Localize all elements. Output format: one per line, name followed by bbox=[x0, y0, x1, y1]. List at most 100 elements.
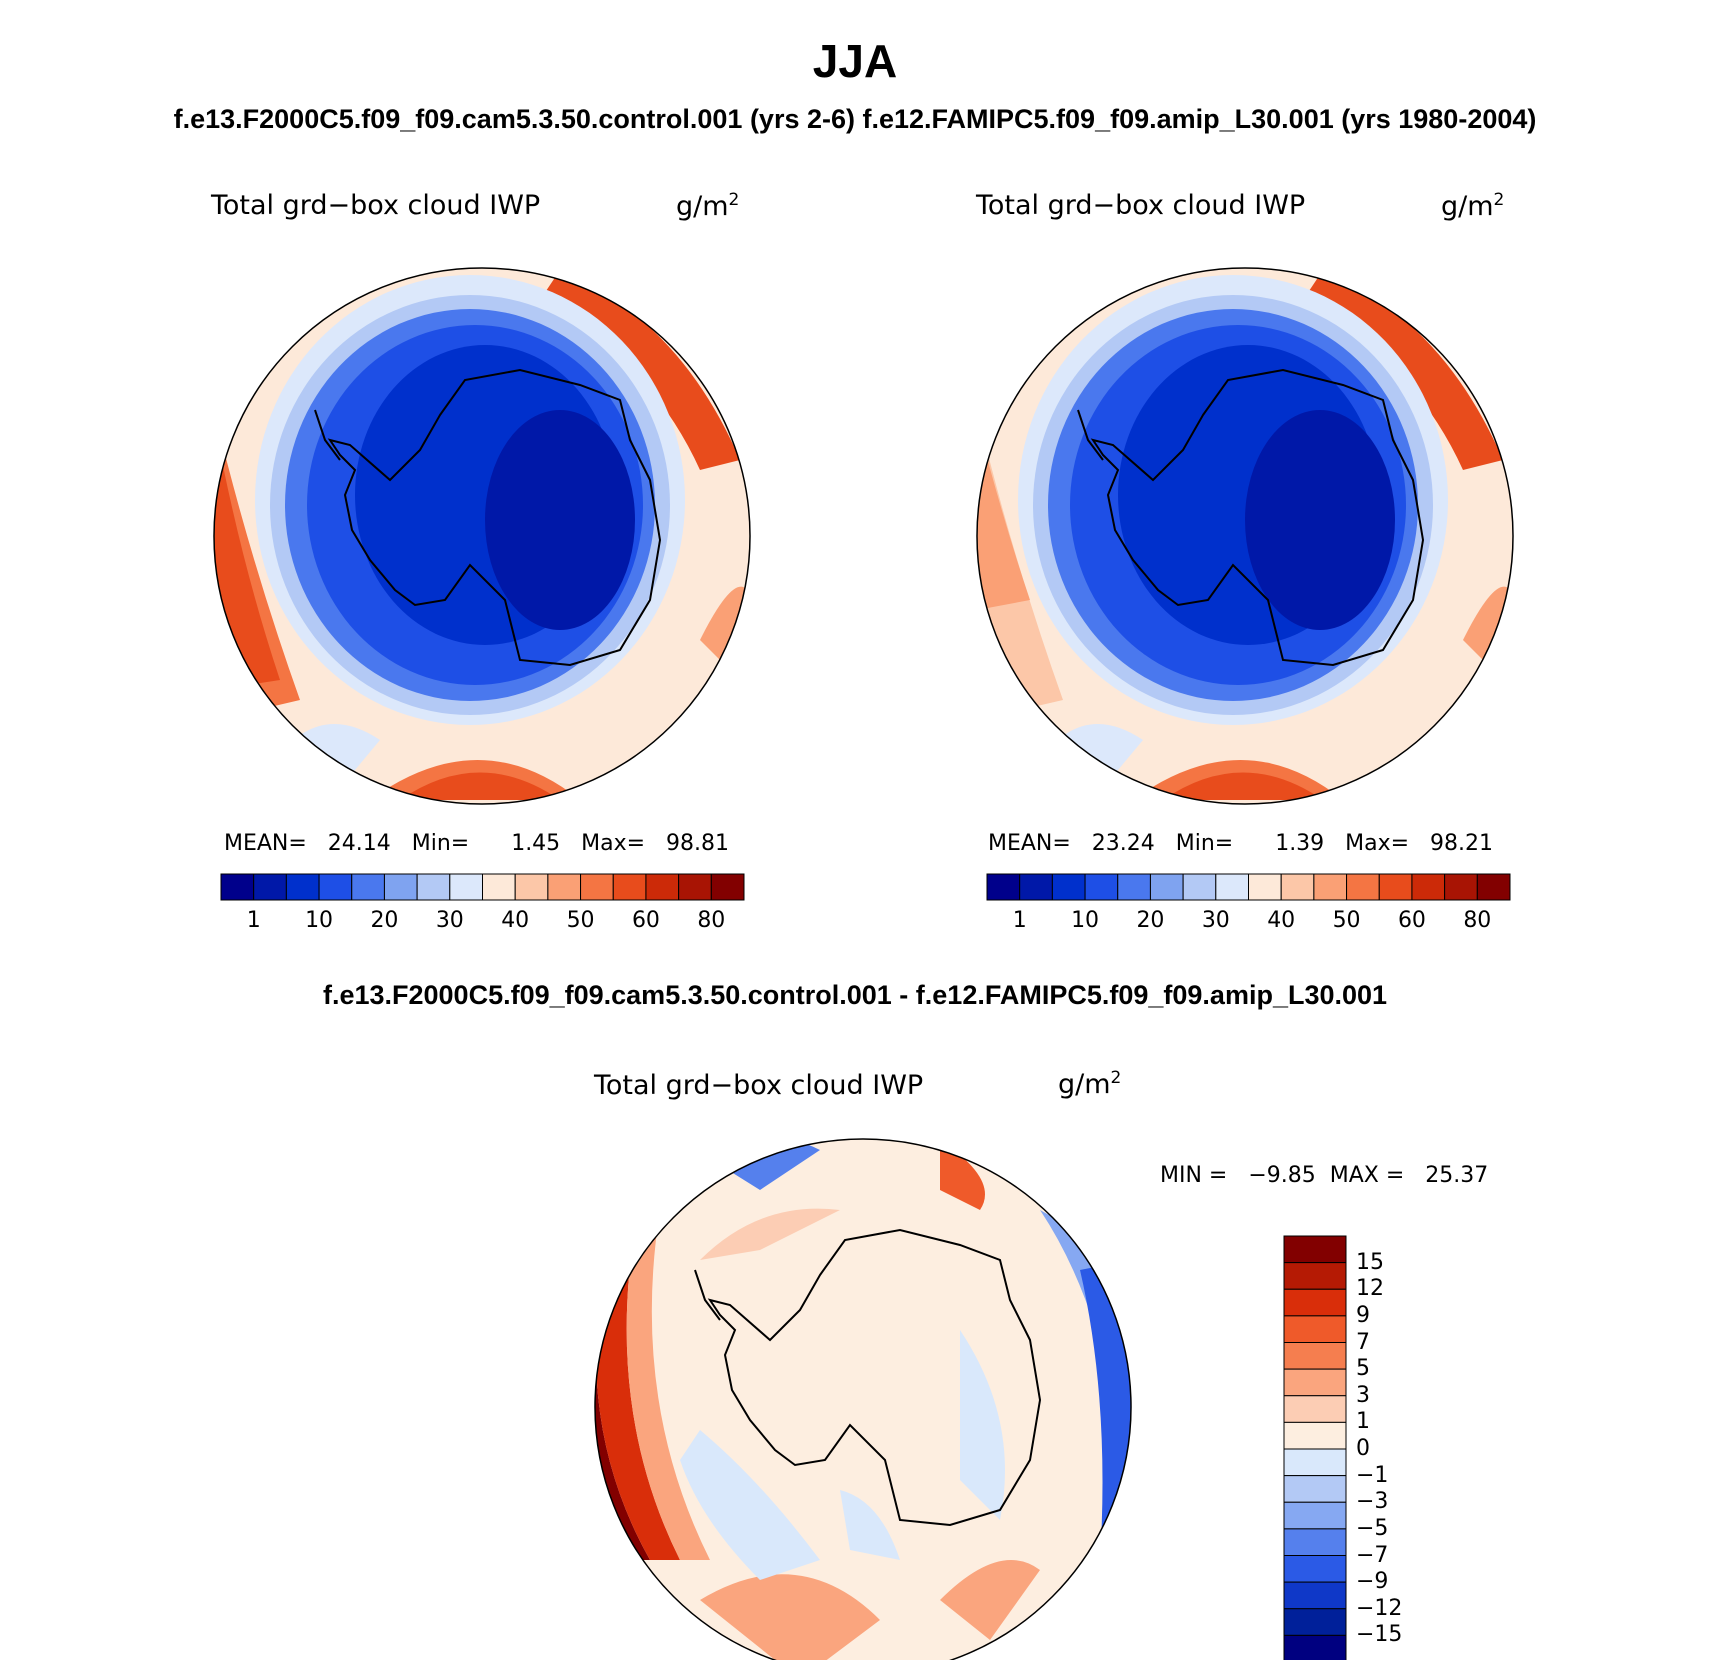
colorbar-difference-tick-label: 9 bbox=[1356, 1302, 1370, 1328]
map-amip bbox=[977, 268, 1513, 804]
colorbar-control-tick-label: 1 bbox=[246, 908, 261, 933]
top-subtitle: f.e13.F2000C5.f09_f09.cam5.3.50.control.… bbox=[173, 104, 1537, 134]
colorbar-amip-tick-label: 20 bbox=[1136, 908, 1165, 933]
colorbar-difference-swatch bbox=[1283, 1608, 1347, 1636]
colorbar-amip-swatch bbox=[1117, 873, 1151, 901]
colorbar-amip-swatch bbox=[1411, 873, 1446, 901]
colorbar-amip-swatch bbox=[1182, 873, 1217, 901]
colorbar-control-swatch bbox=[449, 873, 483, 901]
colorbar-control-swatch bbox=[645, 873, 680, 901]
colorbar-amip-tick-label: 40 bbox=[1267, 908, 1296, 933]
colorbar-difference-tick-label: 7 bbox=[1356, 1329, 1370, 1355]
units-base: g/m bbox=[1441, 191, 1494, 222]
colorbar-difference-tick-label: 1 bbox=[1356, 1409, 1370, 1435]
colorbar-difference-swatch bbox=[1283, 1395, 1347, 1423]
units-exponent: 2 bbox=[728, 190, 740, 210]
colorbar-amip-swatch bbox=[1378, 873, 1413, 901]
colorbar-amip-swatch bbox=[1346, 873, 1380, 901]
colorbar-control-swatch bbox=[547, 873, 582, 901]
colorbar-difference-tick-label: −5 bbox=[1356, 1515, 1389, 1541]
colorbar-control-tick-label: 50 bbox=[566, 908, 595, 933]
colorbar-control-swatch bbox=[351, 873, 385, 901]
colorbar-amip-swatch bbox=[1019, 873, 1053, 901]
colorbar-difference-swatch bbox=[1283, 1581, 1347, 1610]
colorbar-difference-swatch bbox=[1283, 1368, 1347, 1397]
panel-difference-variable: Total grd−box cloud IWP bbox=[594, 1070, 924, 1101]
colorbar-difference-tick-label: −1 bbox=[1356, 1462, 1389, 1488]
colorbar-amip-tick-label: 1 bbox=[1012, 908, 1027, 933]
colorbar-amip bbox=[986, 873, 1511, 901]
panel-amip-variable: Total grd−box cloud IWP bbox=[976, 190, 1306, 221]
colorbar-difference-swatch bbox=[1283, 1235, 1347, 1264]
colorbar-control-swatch bbox=[285, 873, 320, 901]
colorbar-amip-tick-label: 30 bbox=[1201, 908, 1230, 933]
colorbar-amip-swatch bbox=[1444, 873, 1478, 901]
colorbar-control-swatch bbox=[220, 873, 255, 901]
colorbar-difference-swatch bbox=[1283, 1315, 1347, 1343]
main-title: JJA bbox=[812, 35, 898, 87]
colorbar-difference-swatch bbox=[1283, 1501, 1347, 1530]
colorbar-control-swatch bbox=[678, 873, 712, 901]
colorbar-difference-tick-label: −7 bbox=[1356, 1542, 1389, 1568]
colorbar-control-swatch bbox=[416, 873, 451, 901]
colorbar-control-swatch bbox=[253, 873, 287, 901]
map-control-border bbox=[213, 267, 751, 805]
colorbar-amip-swatch bbox=[1051, 873, 1086, 901]
colorbar-amip-swatch bbox=[1313, 873, 1348, 901]
colorbar-control-swatch bbox=[318, 873, 353, 901]
colorbar-amip-swatch bbox=[1149, 873, 1184, 901]
colorbar-amip-swatch bbox=[1084, 873, 1119, 901]
colorbar-difference-swatch bbox=[1283, 1288, 1347, 1317]
colorbar-difference-tick-label: −15 bbox=[1356, 1622, 1403, 1648]
colorbar-control bbox=[220, 873, 745, 901]
colorbar-control-tick-label: 80 bbox=[697, 908, 726, 933]
colorbar-difference-swatch bbox=[1283, 1342, 1347, 1370]
colorbar-difference bbox=[1283, 1235, 1347, 1660]
colorbar-amip-tick-label: 80 bbox=[1463, 908, 1492, 933]
panel-control-stats: MEAN= 24.14 Min= 1.45 Max= 98.81 bbox=[224, 831, 730, 856]
panel-amip-stats: MEAN= 23.24 Min= 1.39 Max= 98.21 bbox=[988, 831, 1494, 856]
colorbar-difference-tick-label: 3 bbox=[1356, 1382, 1370, 1408]
panel-control-units: g/m2 bbox=[676, 190, 739, 222]
colorbar-control-swatch bbox=[383, 873, 418, 901]
colorbar-difference-tick-label: 0 bbox=[1356, 1436, 1370, 1461]
colorbar-difference-swatch bbox=[1283, 1262, 1347, 1290]
colorbar-difference-swatch bbox=[1283, 1448, 1347, 1477]
colorbar-control-swatch bbox=[710, 873, 745, 901]
colorbar-difference-tick-label: 15 bbox=[1356, 1249, 1384, 1275]
colorbar-difference-tick-label: −3 bbox=[1356, 1489, 1389, 1515]
panel-difference-stats: MIN = −9.85 MAX = 25.37 bbox=[1160, 1163, 1489, 1188]
colorbar-amip-swatch bbox=[1476, 873, 1511, 901]
difference-subtitle: f.e13.F2000C5.f09_f09.cam5.3.50.control.… bbox=[322, 980, 1388, 1010]
colorbar-difference-tick-label: −9 bbox=[1356, 1569, 1389, 1595]
map-control bbox=[214, 268, 750, 804]
colorbar-control-swatch bbox=[482, 873, 516, 901]
colorbar-amip-swatch bbox=[1248, 873, 1282, 901]
colorbar-control-tick-label: 10 bbox=[305, 908, 334, 933]
colorbar-control-swatch bbox=[580, 873, 614, 901]
panel-control-variable: Total grd−box cloud IWP bbox=[211, 190, 541, 221]
colorbar-difference-swatch bbox=[1283, 1634, 1347, 1660]
colorbar-amip-tick-label: 60 bbox=[1397, 908, 1426, 933]
colorbar-control-tick-label: 30 bbox=[435, 908, 464, 933]
units-exponent: 2 bbox=[1493, 190, 1505, 210]
colorbar-difference-swatch bbox=[1283, 1528, 1347, 1556]
colorbar-control-swatch bbox=[514, 873, 549, 901]
colorbar-difference-tick-label: 5 bbox=[1356, 1356, 1370, 1382]
map-amip-border bbox=[976, 267, 1514, 805]
map-difference-border bbox=[594, 1138, 1132, 1660]
colorbar-control-tick-label: 20 bbox=[370, 908, 399, 933]
units-exponent: 2 bbox=[1110, 1068, 1122, 1088]
map-difference bbox=[595, 1139, 1131, 1660]
colorbar-amip-swatch bbox=[986, 873, 1021, 901]
colorbar-amip-swatch bbox=[1215, 873, 1249, 901]
units-base: g/m bbox=[676, 191, 729, 222]
colorbar-difference-tick-label: −12 bbox=[1356, 1595, 1403, 1621]
colorbar-control-swatch bbox=[612, 873, 647, 901]
colorbar-difference-tick-label: 12 bbox=[1356, 1276, 1384, 1302]
panel-amip-units: g/m2 bbox=[1441, 190, 1504, 222]
colorbar-amip-tick-label: 10 bbox=[1071, 908, 1100, 933]
colorbar-control-tick-label: 60 bbox=[631, 908, 660, 933]
colorbar-amip-swatch bbox=[1280, 873, 1315, 901]
